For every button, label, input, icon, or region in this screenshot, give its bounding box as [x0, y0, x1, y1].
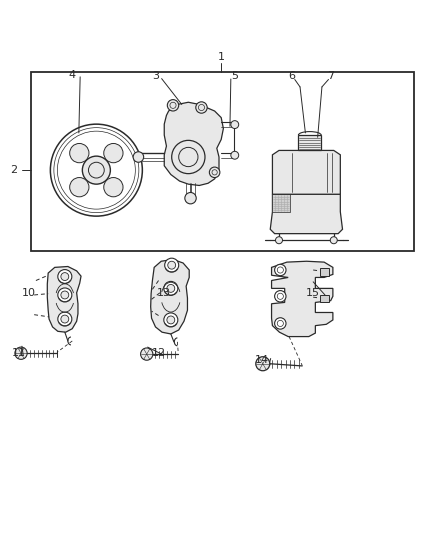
Circle shape — [61, 291, 69, 299]
Circle shape — [133, 152, 144, 162]
Circle shape — [50, 124, 142, 216]
Circle shape — [82, 156, 110, 184]
Bar — [298, 135, 321, 150]
Circle shape — [104, 143, 123, 163]
Circle shape — [58, 288, 72, 302]
Text: 4: 4 — [69, 70, 76, 79]
Circle shape — [256, 357, 270, 371]
Text: 7: 7 — [327, 71, 334, 81]
Circle shape — [164, 281, 178, 295]
Polygon shape — [47, 266, 81, 332]
Circle shape — [58, 270, 72, 284]
Circle shape — [15, 347, 27, 359]
Polygon shape — [272, 261, 333, 336]
Circle shape — [61, 315, 69, 323]
Circle shape — [61, 273, 69, 280]
Circle shape — [58, 312, 72, 326]
Circle shape — [70, 143, 89, 163]
Text: 1: 1 — [218, 52, 225, 62]
Circle shape — [168, 261, 176, 269]
Circle shape — [275, 264, 286, 276]
Circle shape — [164, 313, 178, 327]
Circle shape — [167, 316, 175, 324]
Text: 14: 14 — [255, 355, 269, 365]
Circle shape — [165, 258, 179, 272]
Bar — [320, 268, 329, 276]
Circle shape — [172, 140, 205, 174]
Text: 13: 13 — [157, 288, 171, 298]
Bar — [320, 295, 329, 302]
Text: 2: 2 — [11, 165, 18, 175]
Circle shape — [275, 290, 286, 302]
Bar — [31, 71, 414, 251]
Circle shape — [104, 177, 123, 197]
Text: 12: 12 — [152, 348, 166, 358]
Polygon shape — [272, 150, 340, 194]
Polygon shape — [151, 260, 189, 334]
Text: 10: 10 — [22, 288, 36, 298]
Circle shape — [231, 120, 239, 128]
Polygon shape — [270, 194, 343, 233]
Circle shape — [167, 100, 179, 111]
Text: 5: 5 — [231, 71, 238, 81]
Text: 6: 6 — [288, 71, 295, 81]
Circle shape — [231, 151, 239, 159]
Circle shape — [185, 192, 196, 204]
Circle shape — [330, 237, 337, 244]
Circle shape — [275, 318, 286, 329]
Circle shape — [167, 285, 175, 292]
Circle shape — [141, 348, 153, 360]
Circle shape — [209, 167, 220, 177]
Polygon shape — [272, 194, 290, 212]
Text: 15: 15 — [306, 288, 320, 298]
Circle shape — [70, 177, 89, 197]
Text: 11: 11 — [12, 348, 26, 358]
Circle shape — [276, 237, 283, 244]
Text: 3: 3 — [152, 71, 159, 81]
Polygon shape — [164, 102, 223, 185]
Circle shape — [196, 102, 207, 113]
